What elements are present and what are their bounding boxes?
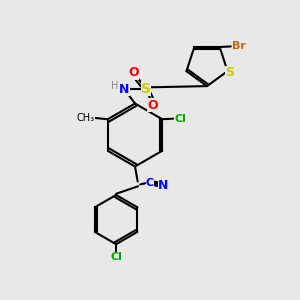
Text: Cl: Cl — [110, 252, 122, 262]
Text: N: N — [158, 178, 169, 192]
Text: S: S — [141, 82, 151, 95]
Text: H: H — [111, 81, 118, 91]
Text: Br: Br — [232, 41, 246, 51]
Text: CH₃: CH₃ — [77, 113, 95, 123]
Text: N: N — [119, 82, 130, 96]
Text: O: O — [147, 98, 158, 112]
Text: O: O — [128, 66, 139, 80]
Text: S: S — [225, 66, 234, 79]
Text: Cl: Cl — [174, 114, 186, 124]
Text: C: C — [146, 178, 154, 188]
